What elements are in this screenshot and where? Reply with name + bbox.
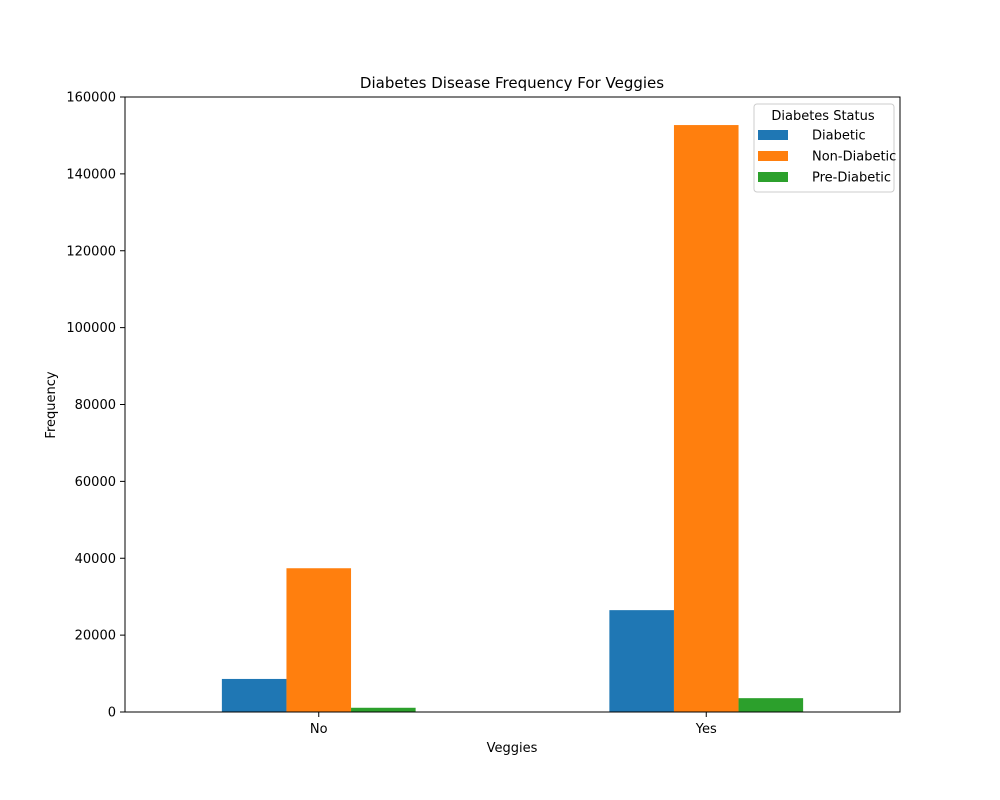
x-tick-label: Yes bbox=[695, 722, 717, 737]
bar-non-diabetic-yes bbox=[673, 125, 739, 712]
y-tick-label: 60000 bbox=[75, 475, 116, 490]
bar-diabetic-no bbox=[221, 678, 287, 712]
y-tick-label: 40000 bbox=[75, 552, 116, 567]
x-axis: No Yes bbox=[310, 712, 717, 737]
legend-swatch bbox=[758, 172, 788, 182]
legend-label: Diabetic bbox=[812, 129, 866, 144]
bar-pre-diabetic-no bbox=[351, 707, 416, 712]
legend-box bbox=[753, 103, 895, 193]
y-axis: 0 20000 40000 60000 80000 100000 120000 140000 1… bbox=[66, 91, 125, 721]
x-axis-label: Veggies bbox=[487, 741, 538, 756]
chart-title: Diabetes Disease Frequency For Veggies bbox=[360, 74, 664, 92]
y-tick-label: 100000 bbox=[66, 321, 116, 336]
bar-non-diabetic-no bbox=[286, 568, 352, 712]
bar-diabetic-yes bbox=[609, 610, 674, 712]
legend-swatch bbox=[758, 151, 788, 161]
legend-swatch bbox=[758, 130, 788, 140]
y-tick-label: 160000 bbox=[66, 91, 116, 106]
y-tick-label: 80000 bbox=[75, 398, 116, 413]
legend-label: Non-Diabetic bbox=[812, 150, 896, 165]
y-tick-label: 140000 bbox=[66, 167, 116, 182]
legend-label: Pre-Diabetic bbox=[812, 171, 891, 186]
x-tick-label: No bbox=[310, 722, 328, 737]
y-tick-label: 20000 bbox=[75, 629, 116, 644]
legend-title: Diabetes Status bbox=[771, 109, 874, 124]
bars-group bbox=[221, 125, 804, 712]
y-axis-label: Frequency bbox=[44, 371, 59, 438]
legend: Diabetes Status Diabetic Non-Diabetic Pre-… bbox=[753, 103, 896, 193]
y-tick-label: 0 bbox=[108, 706, 116, 721]
bar-pre-diabetic-yes bbox=[738, 698, 804, 712]
y-tick-label: 120000 bbox=[66, 244, 116, 259]
plot-frame bbox=[124, 96, 901, 713]
